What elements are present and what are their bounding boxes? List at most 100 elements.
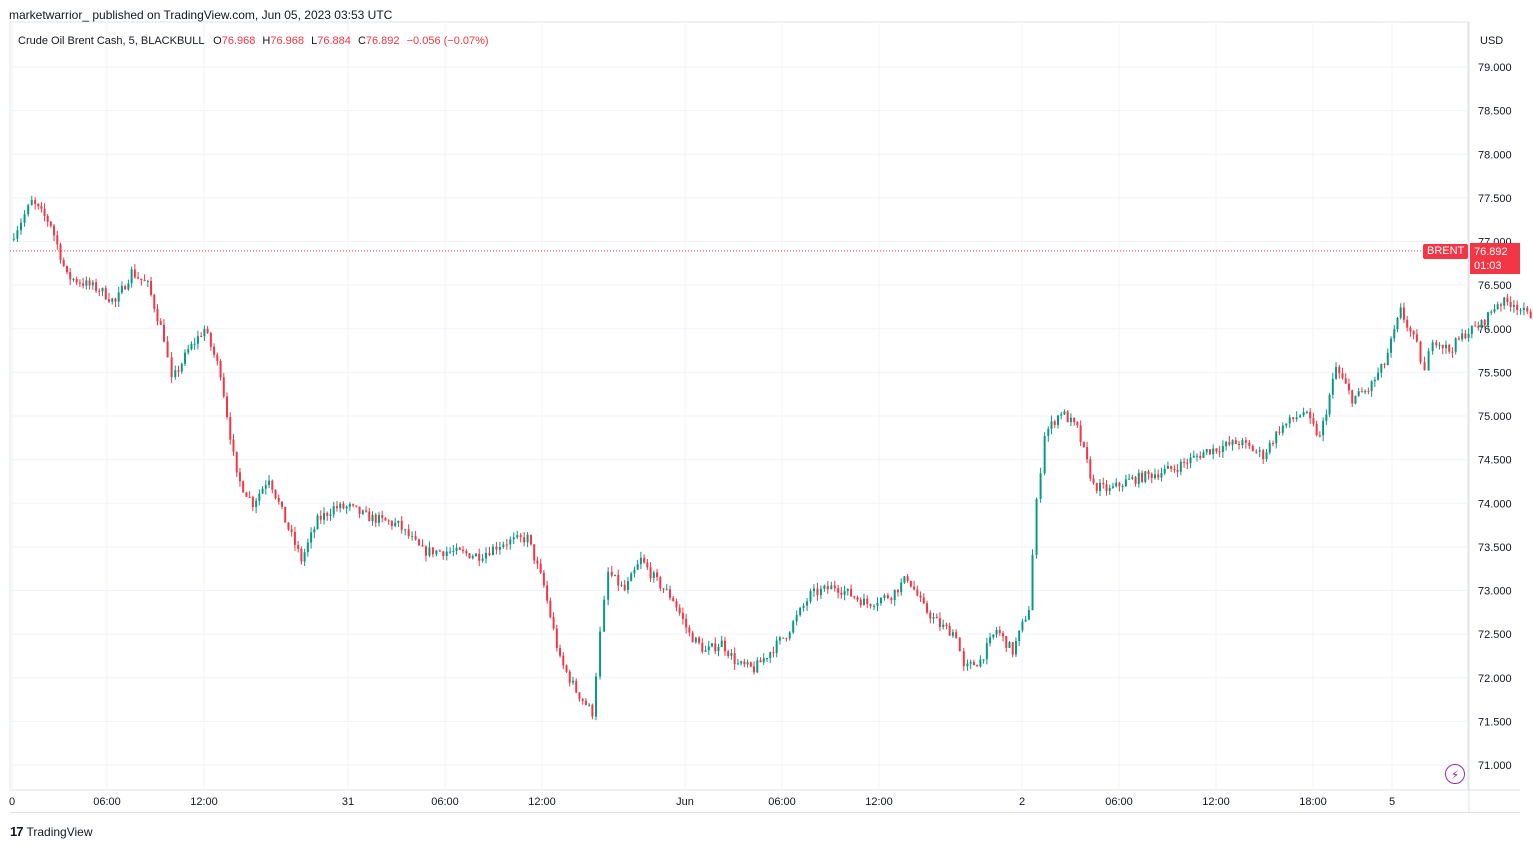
candle-body [1470, 325, 1473, 334]
candle-body [390, 521, 393, 526]
candle-body [1483, 320, 1486, 326]
candle-body [542, 572, 545, 586]
candle-body [1292, 417, 1295, 420]
candle-body [485, 552, 488, 559]
candle-body [1344, 378, 1347, 384]
candle-body [1076, 422, 1079, 426]
candle-body [614, 574, 617, 576]
y-tick-label: 74.000 [1478, 498, 1512, 510]
candle-body [130, 269, 133, 284]
candle-body [1467, 333, 1470, 339]
bar-countdown: 01:03 [1474, 260, 1502, 272]
candle-body [509, 539, 512, 545]
candle-body [1089, 459, 1092, 479]
symbol-legend: Crude Oil Brent Cash, 5, BLACKBULL O76.9… [18, 35, 489, 47]
candle-body [853, 596, 856, 598]
candle-body [127, 283, 130, 290]
candle-body [481, 558, 484, 561]
candle-body [830, 585, 833, 590]
x-tick-label: 12:00 [190, 796, 218, 808]
candle-body [1354, 395, 1357, 404]
y-tick-label: 78.500 [1478, 106, 1512, 118]
candle-body [833, 585, 836, 589]
candle-body [799, 607, 802, 616]
candle-body [1258, 450, 1261, 452]
candle-body [414, 536, 417, 540]
candle-body [59, 244, 62, 261]
y-tick-label: 76.500 [1478, 280, 1512, 292]
candle-body [101, 288, 104, 292]
candle-body [694, 637, 697, 643]
candle-body [1268, 442, 1271, 453]
candle-body [162, 324, 165, 342]
candle-body [98, 290, 101, 292]
candle-body [46, 215, 49, 222]
candle-body [1435, 342, 1438, 346]
candle-body [711, 643, 714, 647]
candle-body [1318, 435, 1321, 437]
candle-body [1141, 472, 1144, 482]
candle-body [374, 514, 377, 523]
candle-body [976, 665, 979, 667]
candle-body [886, 595, 889, 599]
candle-body [846, 588, 849, 591]
candle-body [769, 652, 772, 659]
candle-body [985, 643, 988, 660]
candle-body [856, 597, 859, 600]
candle-body [166, 341, 169, 358]
x-tick-label: 5 [1389, 796, 1395, 808]
candle-body [883, 595, 886, 598]
candle-body [355, 505, 358, 507]
candle-body [665, 589, 668, 591]
candle-body [428, 547, 431, 556]
candle-body [1115, 482, 1118, 487]
candle-body [170, 357, 173, 378]
candle-body [1305, 411, 1308, 413]
candle-body [698, 637, 701, 643]
candle-body [948, 626, 951, 636]
candle-body [1063, 411, 1066, 415]
candle-body [95, 282, 98, 291]
candle-body [740, 661, 743, 664]
candle-body [559, 648, 562, 656]
candle-body [495, 546, 498, 550]
candle-body [578, 692, 581, 699]
candle-body [529, 534, 532, 545]
candle-body [1357, 391, 1360, 396]
candle-body [203, 328, 206, 337]
candle-body [595, 676, 598, 717]
candle-body [498, 547, 501, 550]
candle-body [966, 663, 969, 667]
candle-body [1047, 428, 1050, 437]
candle-body [335, 506, 338, 509]
candle-body [242, 481, 245, 493]
candle-body [1021, 621, 1024, 631]
candle-body [474, 553, 477, 557]
candle-body [1157, 474, 1160, 478]
candle-body [850, 588, 853, 597]
currency-label[interactable]: USD [1480, 35, 1504, 47]
candle-body [916, 589, 919, 596]
candle-body [407, 529, 410, 537]
y-tick-label: 76.000 [1478, 324, 1512, 336]
candle-body [352, 504, 355, 506]
candle-body [310, 532, 313, 543]
candle-body [720, 640, 723, 647]
footer-brand[interactable]: 17 TradingView [10, 824, 93, 839]
candle-body [1322, 420, 1325, 436]
candle-body [1092, 478, 1095, 484]
candle-body [1050, 421, 1053, 429]
candle-body [159, 321, 162, 325]
candle-body [1302, 412, 1305, 416]
legend-symbol[interactable]: Crude Oil Brent Cash, 5, BLACKBULL [18, 35, 205, 47]
candle-body [216, 354, 219, 361]
candle-body [196, 336, 199, 344]
candle-body [1131, 477, 1134, 479]
candle-body [727, 651, 730, 656]
lightning-icon[interactable]: ⚡ [1445, 764, 1465, 784]
candle-body [458, 547, 461, 550]
candle-body [222, 377, 225, 397]
candle-body [358, 506, 361, 514]
candle-body [431, 547, 434, 555]
